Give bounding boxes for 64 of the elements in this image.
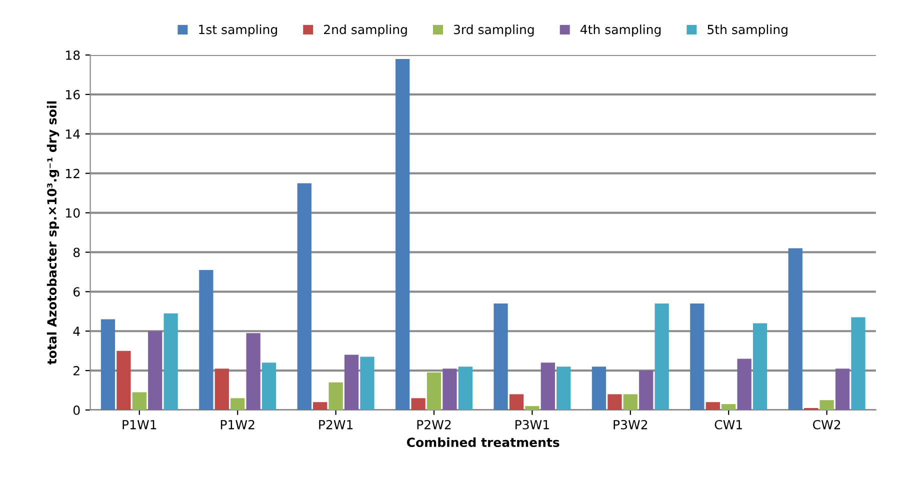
bar: [164, 313, 178, 410]
y-tick-label: 6: [74, 287, 80, 297]
y-tick-label: 0: [73, 405, 80, 415]
legend-label: 1st sampling: [199, 24, 277, 37]
bar: [525, 406, 540, 410]
legend-label: 5th sampling: [708, 24, 788, 37]
bar: [442, 368, 457, 410]
bar: [509, 394, 524, 410]
bar: [396, 58, 410, 410]
y-tick-label: 4: [73, 326, 80, 336]
y-axis-title: total Azotobacter sp.×10³.g⁻¹ dry soil: [46, 101, 60, 364]
x-tick-label: P2W2: [417, 420, 451, 430]
bar: [230, 398, 245, 410]
bar: [722, 404, 736, 410]
legend-label: 2nd sampling: [324, 24, 407, 37]
bar: [214, 368, 229, 410]
bar: [737, 358, 752, 410]
bar: [752, 323, 768, 410]
x-tick-label: CW1: [714, 420, 742, 430]
bar: [608, 394, 622, 410]
bar: [344, 354, 359, 410]
bar: [639, 370, 654, 410]
bar: [706, 402, 720, 410]
bar: [199, 270, 214, 410]
y-tick-label: 14: [66, 130, 80, 139]
bar: [360, 356, 374, 410]
bar: [835, 368, 850, 410]
y-tick-label: 16: [66, 90, 80, 100]
x-tick-label: P3W1: [516, 420, 549, 430]
bar: [494, 304, 508, 410]
bar: [132, 392, 146, 410]
legend-label: 4th sampling: [580, 24, 661, 37]
bar: [556, 366, 571, 410]
bar: [458, 366, 472, 410]
bar: [851, 317, 866, 410]
bar: [411, 398, 426, 410]
bar: [690, 304, 704, 410]
bar: [297, 183, 312, 410]
bar: [654, 304, 669, 410]
bar: [788, 248, 802, 410]
bar: [148, 331, 162, 410]
y-tick-label: 8: [73, 248, 80, 258]
legend-label: 3rd sampling: [454, 24, 534, 37]
bar: [820, 400, 834, 410]
x-tick-label: P3W2: [614, 420, 648, 430]
bar: [540, 362, 555, 410]
y-tick-label: 18: [66, 50, 80, 60]
y-tick-label: 10: [66, 208, 80, 218]
x-tick-label: P1W1: [122, 420, 156, 430]
x-tick-label: CW2: [812, 420, 840, 430]
bar: [116, 350, 131, 410]
bar: [328, 382, 343, 410]
x-tick-label: P1W2: [220, 420, 254, 430]
bar: [246, 333, 260, 410]
y-tick-label: 12: [66, 168, 80, 178]
bar: [262, 362, 276, 410]
bar: [426, 372, 442, 410]
x-axis-title: Combined treatments: [406, 437, 560, 448]
bar: [313, 402, 328, 410]
y-tick-label: 2: [74, 366, 80, 376]
bar: [100, 319, 116, 410]
bar: [592, 366, 606, 410]
x-tick-label: P2W1: [319, 420, 353, 430]
bar: [623, 394, 638, 410]
